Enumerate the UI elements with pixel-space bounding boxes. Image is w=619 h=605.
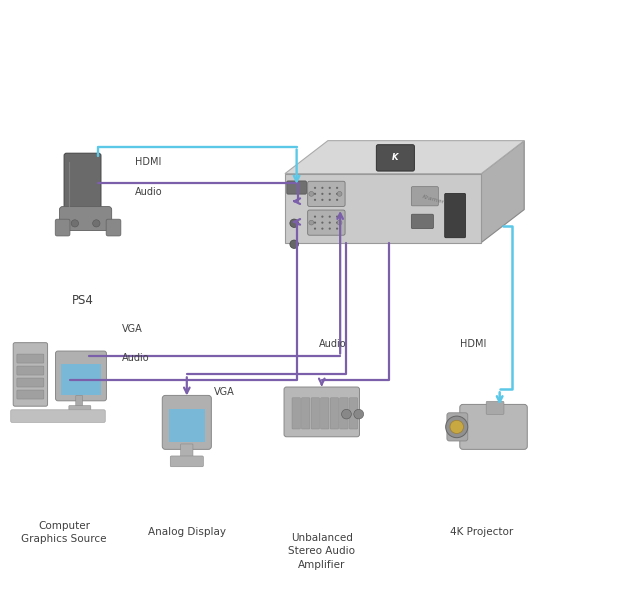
Circle shape [314,221,316,224]
Circle shape [336,199,338,201]
Circle shape [321,187,324,189]
FancyBboxPatch shape [308,182,345,206]
FancyBboxPatch shape [444,194,465,238]
Circle shape [337,220,342,225]
Text: Audio: Audio [135,186,162,197]
Text: Analog Display: Analog Display [148,528,226,537]
FancyBboxPatch shape [287,181,306,194]
FancyBboxPatch shape [169,409,205,442]
Circle shape [450,420,464,433]
FancyBboxPatch shape [56,351,106,401]
Circle shape [446,416,468,437]
Circle shape [321,221,324,224]
FancyBboxPatch shape [13,342,48,406]
FancyBboxPatch shape [55,219,70,236]
FancyBboxPatch shape [17,378,44,387]
FancyBboxPatch shape [412,214,433,229]
Circle shape [321,193,324,195]
FancyBboxPatch shape [181,444,193,460]
FancyBboxPatch shape [11,410,105,422]
Circle shape [314,187,316,189]
Text: VGA: VGA [214,387,235,397]
Circle shape [329,193,331,195]
FancyBboxPatch shape [447,413,468,441]
Text: HDMI: HDMI [135,157,161,166]
FancyBboxPatch shape [64,153,101,215]
FancyBboxPatch shape [76,396,82,410]
Text: HDMI: HDMI [460,339,486,350]
FancyBboxPatch shape [162,396,211,450]
Text: Audio: Audio [123,353,150,362]
FancyBboxPatch shape [349,398,358,429]
Circle shape [321,199,324,201]
Circle shape [309,220,314,225]
FancyBboxPatch shape [17,354,44,363]
Circle shape [342,410,352,419]
Circle shape [314,227,316,230]
Circle shape [290,219,298,227]
FancyBboxPatch shape [69,405,91,414]
FancyBboxPatch shape [61,364,101,396]
Circle shape [336,215,338,218]
FancyBboxPatch shape [308,210,345,235]
FancyBboxPatch shape [292,398,300,429]
FancyBboxPatch shape [321,398,329,429]
FancyBboxPatch shape [59,206,111,231]
FancyBboxPatch shape [311,398,319,429]
FancyBboxPatch shape [340,398,348,429]
FancyBboxPatch shape [412,187,438,206]
Circle shape [329,199,331,201]
Circle shape [337,191,342,196]
Text: 4K Projector: 4K Projector [449,528,513,537]
FancyBboxPatch shape [284,387,360,437]
Text: VGA: VGA [123,324,143,335]
FancyBboxPatch shape [17,390,44,399]
Text: Audio: Audio [319,339,346,350]
Circle shape [314,193,316,195]
Circle shape [329,227,331,230]
FancyBboxPatch shape [301,398,310,429]
Text: K: K [392,153,399,162]
Circle shape [309,191,314,196]
Polygon shape [481,140,524,243]
Text: Computer
Graphics Source: Computer Graphics Source [22,522,107,544]
Circle shape [336,193,338,195]
FancyBboxPatch shape [17,366,44,375]
Circle shape [354,410,363,419]
Circle shape [329,187,331,189]
Circle shape [314,215,316,218]
Circle shape [290,240,298,249]
Circle shape [93,220,100,227]
FancyBboxPatch shape [460,404,527,450]
Circle shape [336,221,338,224]
Circle shape [329,221,331,224]
Circle shape [329,215,331,218]
Text: Unbalanced
Stereo Audio
Amplifier: Unbalanced Stereo Audio Amplifier [288,533,355,570]
Bar [285,174,481,243]
Circle shape [314,199,316,201]
Polygon shape [285,140,524,174]
FancyBboxPatch shape [330,398,339,429]
Text: Kramer: Kramer [422,194,445,205]
Circle shape [336,187,338,189]
Circle shape [336,227,338,230]
FancyBboxPatch shape [170,456,204,466]
FancyBboxPatch shape [106,219,121,236]
Circle shape [321,227,324,230]
Text: PS4: PS4 [72,293,93,307]
FancyBboxPatch shape [486,401,504,414]
FancyBboxPatch shape [376,145,414,171]
Circle shape [321,215,324,218]
Circle shape [71,220,79,227]
